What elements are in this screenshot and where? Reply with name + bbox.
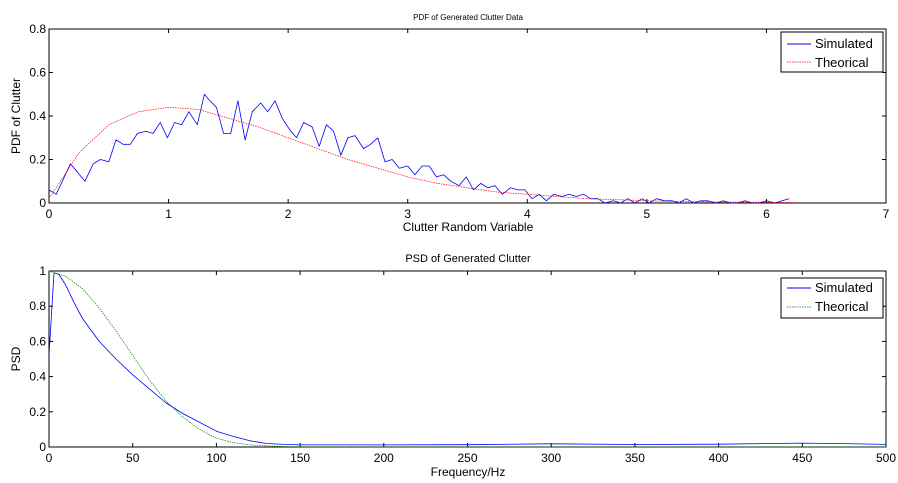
pdf-chart: PDF of Generated Clutter Data 0 1 2 3 4 5 6 700… — [9, 13, 890, 234]
pdf-x-tick-label: 0 — [46, 207, 53, 221]
psd-y-tick-label: 1 — [39, 264, 46, 278]
psd-x-tick-label: 50 — [126, 451, 140, 465]
pdf-x-tick-label: 4 — [524, 207, 531, 221]
psd-chart: PSD of Generated Clutter 0 50 100 150 200 250… — [9, 253, 896, 479]
psd-series-line-simulated — [48, 272, 887, 446]
pdf-x-tick-label: 7 — [883, 207, 890, 221]
psd-legend: Simulated Theorical — [780, 277, 884, 319]
psd-y-tick-label: 0.4 — [29, 370, 46, 384]
pdf-y-tick-label: 0 — [39, 196, 46, 210]
pdf-x-tick-label: 6 — [763, 207, 770, 221]
psd-x-tick-label: 250 — [457, 451, 477, 465]
psd-legend-label-theorical: Theorical — [815, 299, 869, 314]
psd-legend-box — [780, 277, 884, 319]
psd-x-tick-label: 350 — [625, 451, 645, 465]
psd-x-tick-label: 0 — [46, 451, 53, 465]
pdf-lines — [48, 93, 797, 204]
psd-x-axis-label: Frequency/Hz — [431, 465, 506, 479]
psd-x-tick-label: 300 — [541, 451, 561, 465]
pdf-legend: Simulated Theorical — [780, 31, 884, 73]
pdf-series-line-simulated — [48, 93, 790, 204]
psd-x-tick-label: 150 — [290, 451, 310, 465]
pdf-chart-title: PDF of Generated Clutter Data — [413, 13, 523, 22]
pdf-plot-area — [48, 28, 887, 204]
psd-lines — [48, 270, 887, 448]
psd-y-axis-label: PSD — [9, 346, 23, 371]
pdf-x-tick-label: 3 — [404, 207, 411, 221]
pdf-x-tick-label: 5 — [644, 207, 651, 221]
psd-x-tick-label: 200 — [374, 451, 394, 465]
pdf-legend-label-theorical: Theorical — [815, 55, 869, 70]
psd-x-tick-label: 500 — [876, 451, 896, 465]
pdf-x-axis-label: Clutter Random Variable — [403, 220, 534, 234]
pdf-x-tick-label: 1 — [165, 207, 172, 221]
psd-legend-label-simulated: Simulated — [815, 280, 873, 295]
psd-x-tick-label: 400 — [709, 451, 729, 465]
psd-series-line-theorical — [48, 270, 886, 448]
pdf-ticks: 0 1 2 3 4 5 6 7 0 0.2 0.4 0.6 0.8 — [29, 22, 889, 221]
psd-y-tick-label: 0.8 — [29, 299, 46, 313]
pdf-y-tick-label: 0.8 — [29, 22, 46, 36]
psd-ticks: 0 50 100 150 200 250 300 350 400 450 500 0 0.2 0.4 0.6… — [29, 264, 896, 465]
pdf-y-tick-label: 0.4 — [29, 109, 46, 123]
psd-y-tick-label: 0 — [39, 440, 46, 454]
psd-plot-area — [48, 270, 887, 448]
pdf-y-tick-label: 0.2 — [29, 153, 46, 167]
pdf-y-tick-label: 0.6 — [29, 66, 46, 80]
psd-y-tick-label: 0.6 — [29, 334, 46, 348]
psd-y-tick-label: 0.2 — [29, 405, 46, 419]
pdf-series-line-theorical — [48, 106, 797, 203]
psd-x-tick-label: 100 — [206, 451, 226, 465]
pdf-legend-box — [780, 31, 884, 73]
pdf-y-axis-label: PDF of Clutter — [9, 78, 23, 154]
pdf-x-tick-label: 2 — [285, 207, 292, 221]
psd-chart-title: PSD of Generated Clutter — [405, 253, 531, 265]
psd-x-tick-label: 450 — [792, 451, 812, 465]
pdf-legend-label-simulated: Simulated — [815, 36, 873, 51]
